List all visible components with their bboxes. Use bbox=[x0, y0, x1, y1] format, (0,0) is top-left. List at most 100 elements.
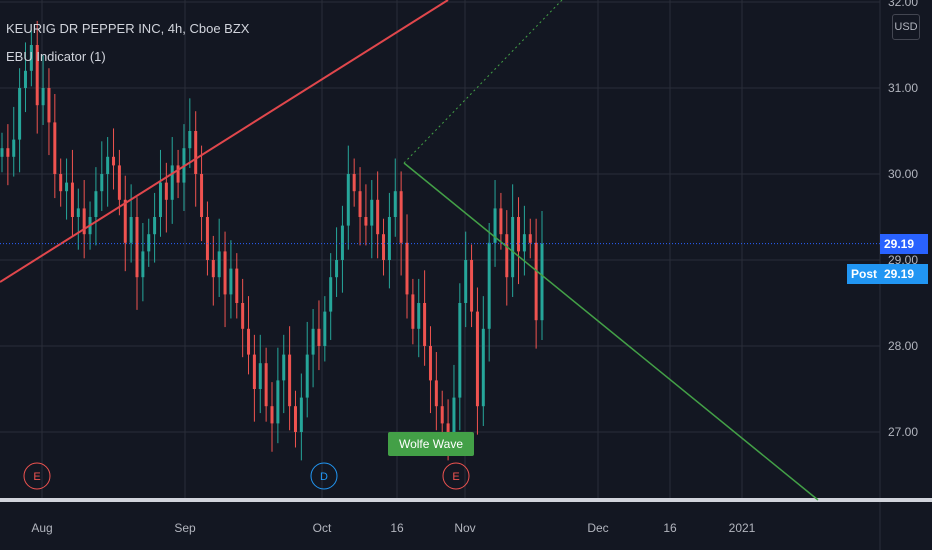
green-trendline bbox=[403, 162, 819, 501]
candle-body bbox=[229, 268, 233, 295]
candle-body bbox=[358, 191, 362, 217]
candle-body bbox=[170, 165, 174, 200]
candle-body bbox=[70, 182, 74, 217]
candle-body bbox=[158, 182, 162, 217]
candle-body bbox=[94, 191, 98, 217]
post-label: Post bbox=[847, 264, 885, 284]
candle-body bbox=[493, 208, 497, 243]
symbol-title: KEURIG DR PEPPER INC, 4h, Cboe BZX bbox=[6, 21, 250, 36]
y-tick-label: 27.00 bbox=[888, 425, 918, 439]
candle-body bbox=[522, 234, 526, 252]
candle-body bbox=[317, 328, 321, 346]
candle-body bbox=[428, 346, 432, 381]
candle-body bbox=[276, 380, 280, 424]
indicator-legend[interactable]: EBU Indicator (1) bbox=[6, 49, 106, 64]
candle-body bbox=[311, 328, 315, 355]
candle-body bbox=[405, 242, 409, 295]
candle-body bbox=[470, 260, 474, 312]
last-price-tag: 29.19 bbox=[880, 234, 928, 254]
candle-body bbox=[129, 217, 133, 243]
candle-body bbox=[387, 217, 391, 260]
candle-body bbox=[252, 354, 256, 389]
event-marker-label: E bbox=[452, 471, 459, 483]
candle-body bbox=[487, 242, 491, 329]
candle-body bbox=[217, 251, 221, 278]
candle-body bbox=[0, 148, 4, 157]
candle-body bbox=[335, 260, 339, 278]
candle-body bbox=[305, 354, 309, 398]
post-price-tag: 29.19 bbox=[880, 264, 928, 284]
candle-body bbox=[411, 294, 415, 329]
candle-body bbox=[364, 217, 368, 226]
red-trendline bbox=[0, 0, 449, 283]
candle-body bbox=[540, 243, 544, 321]
candle-body bbox=[481, 328, 485, 407]
candle-body bbox=[106, 156, 110, 174]
wolfe-wave-box bbox=[388, 432, 474, 456]
candle-body bbox=[376, 199, 380, 235]
candle-body bbox=[29, 45, 33, 71]
candle-body bbox=[511, 217, 515, 278]
candle-body bbox=[288, 354, 292, 407]
candle-body bbox=[446, 423, 450, 432]
candle-body bbox=[65, 182, 69, 192]
y-tick-label: 30.00 bbox=[888, 167, 918, 181]
candle-body bbox=[188, 131, 192, 149]
currency-button[interactable]: USD bbox=[892, 14, 920, 40]
candle-body bbox=[323, 311, 327, 346]
candle-body bbox=[41, 88, 45, 106]
green-dotted-line bbox=[403, 0, 563, 164]
candle-body bbox=[423, 303, 427, 346]
candle-body bbox=[434, 380, 438, 407]
candle-body bbox=[282, 354, 286, 381]
pane-separator bbox=[0, 498, 932, 502]
candle-body bbox=[53, 122, 57, 174]
event-marker bbox=[310, 462, 338, 490]
candle-body bbox=[458, 303, 462, 398]
candle-body bbox=[12, 139, 16, 157]
candle-body bbox=[299, 397, 303, 432]
candle-body bbox=[534, 242, 538, 321]
x-tick-label: 16 bbox=[663, 521, 677, 535]
x-tick-label: 16 bbox=[390, 521, 404, 535]
candle-body bbox=[6, 148, 10, 157]
candle-body bbox=[100, 174, 104, 192]
candle-body bbox=[329, 277, 333, 312]
candle-body bbox=[464, 260, 468, 303]
candle-body bbox=[223, 251, 227, 295]
candle-body bbox=[293, 406, 297, 432]
y-tick-label: 28.00 bbox=[888, 339, 918, 353]
candle-body bbox=[235, 268, 239, 303]
candle-body bbox=[117, 165, 121, 200]
candle-body bbox=[205, 217, 209, 260]
x-tick-label: Oct bbox=[313, 521, 332, 535]
candle-body bbox=[141, 251, 145, 278]
candle-body bbox=[82, 208, 86, 235]
candle-body bbox=[247, 328, 251, 355]
candle-body bbox=[346, 174, 350, 226]
candle-body bbox=[505, 234, 509, 278]
candle-body bbox=[399, 191, 403, 243]
candle-body bbox=[23, 70, 27, 88]
candle-body bbox=[164, 182, 168, 200]
candle-body bbox=[499, 208, 503, 235]
x-tick-label: Aug bbox=[31, 521, 52, 535]
y-tick-label: 29.00 bbox=[888, 253, 918, 267]
candle-body bbox=[18, 88, 22, 140]
candle-body bbox=[382, 234, 386, 260]
candle-body bbox=[528, 234, 532, 243]
event-marker-label: D bbox=[320, 471, 328, 483]
y-tick-label: 31.00 bbox=[888, 81, 918, 95]
candle-body bbox=[153, 217, 157, 235]
candle-body bbox=[517, 217, 521, 252]
x-tick-label: 2021 bbox=[729, 521, 756, 535]
candle-body bbox=[258, 363, 262, 389]
candle-body bbox=[352, 174, 356, 192]
candle-body bbox=[440, 406, 444, 424]
candle-body bbox=[112, 156, 116, 166]
candle-body bbox=[194, 131, 198, 174]
candle-body bbox=[340, 225, 344, 260]
candle-body bbox=[47, 88, 51, 123]
event-marker-label: E bbox=[33, 471, 40, 483]
